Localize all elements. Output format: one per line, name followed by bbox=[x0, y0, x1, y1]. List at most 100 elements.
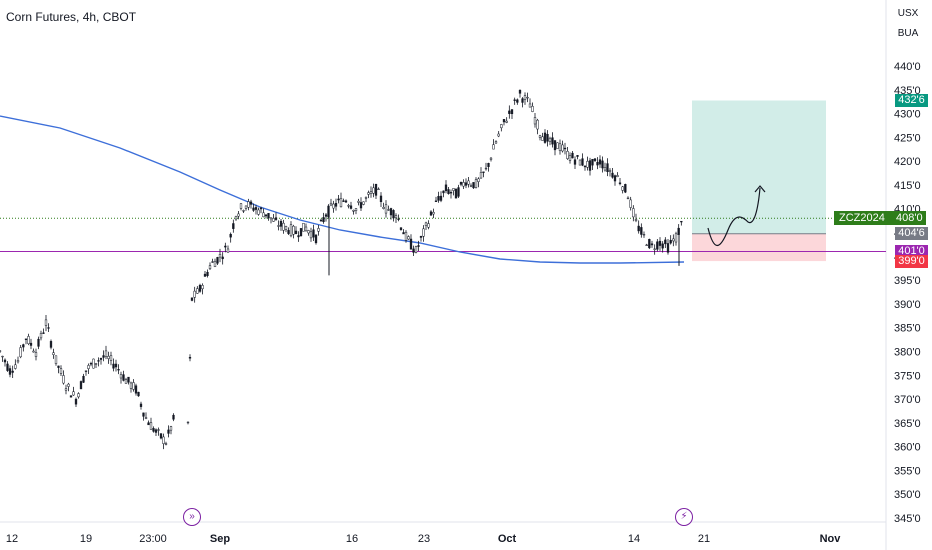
candle-body bbox=[289, 224, 293, 237]
candle-body bbox=[576, 155, 579, 157]
candle-body bbox=[377, 188, 380, 190]
arrows-icon[interactable]: » bbox=[183, 508, 201, 526]
candle-body bbox=[297, 235, 300, 238]
candle-body bbox=[510, 109, 514, 115]
candle-body bbox=[272, 218, 275, 222]
candle-body bbox=[154, 429, 158, 433]
candle-body bbox=[658, 240, 662, 246]
candle-body bbox=[49, 341, 53, 348]
candle-body bbox=[384, 204, 388, 214]
candle-body bbox=[513, 99, 516, 101]
y-tick-label: 365'0 bbox=[894, 418, 921, 430]
candle-body bbox=[39, 333, 43, 339]
candle-body bbox=[364, 197, 368, 199]
candle-body bbox=[221, 256, 224, 260]
candle-body bbox=[211, 261, 214, 263]
candle-body bbox=[29, 342, 33, 346]
candle-body bbox=[521, 98, 524, 103]
candle-body bbox=[62, 375, 65, 384]
candle-body bbox=[203, 273, 207, 277]
price-label: 404'6 bbox=[895, 227, 928, 241]
lightning-icon[interactable]: ⚡ bbox=[675, 508, 693, 526]
candle-body bbox=[593, 158, 597, 161]
y-tick-label: 395'0 bbox=[894, 275, 921, 287]
currency-unit[interactable]: USX bbox=[897, 8, 919, 19]
candle-body bbox=[437, 196, 440, 201]
candle-body bbox=[162, 436, 165, 444]
candle-body bbox=[613, 175, 617, 182]
y-tick-label: 380'0 bbox=[894, 346, 921, 358]
candle-body bbox=[134, 385, 138, 394]
x-tick-label: 12 bbox=[6, 533, 18, 545]
candle-body bbox=[621, 186, 624, 191]
symbol-name: ZCZ2024 bbox=[839, 212, 885, 224]
candle-body bbox=[666, 243, 670, 253]
candle-body bbox=[412, 248, 415, 253]
candle-body bbox=[282, 222, 285, 231]
candle-body bbox=[8, 368, 12, 375]
candle-body bbox=[583, 165, 587, 168]
y-tick-label: 435'0 bbox=[894, 85, 921, 97]
candle-body bbox=[82, 375, 85, 383]
candle-body bbox=[257, 209, 260, 215]
candle-body bbox=[198, 284, 202, 292]
candle-body bbox=[422, 228, 425, 237]
candle-body bbox=[74, 398, 78, 405]
candle-body bbox=[551, 137, 554, 145]
candle-body bbox=[680, 220, 683, 223]
candle-body bbox=[573, 159, 577, 165]
candle-body bbox=[269, 217, 273, 220]
candle-body bbox=[299, 228, 303, 237]
candle-body bbox=[97, 360, 100, 362]
candle-body bbox=[152, 428, 155, 432]
candle-body bbox=[392, 210, 395, 219]
candle-body bbox=[374, 183, 378, 196]
candle-body bbox=[457, 187, 460, 197]
candle-body bbox=[492, 144, 495, 150]
candle-body bbox=[581, 158, 584, 166]
x-tick-label: 16 bbox=[346, 533, 358, 545]
candle-body bbox=[69, 395, 73, 398]
candle-body bbox=[232, 223, 235, 229]
candle-body bbox=[242, 210, 245, 212]
candle-body bbox=[188, 357, 192, 359]
candle-body bbox=[24, 338, 28, 340]
y-tick-label: 440'0 bbox=[894, 61, 921, 73]
candle-body bbox=[479, 172, 483, 179]
unit-of-measure[interactable]: BUA bbox=[897, 28, 919, 39]
candle-body bbox=[147, 422, 150, 426]
candle-body bbox=[526, 96, 529, 99]
candle-body bbox=[0, 350, 2, 352]
candle-body bbox=[367, 192, 370, 195]
candle-body bbox=[404, 231, 408, 241]
candle-body bbox=[359, 202, 363, 209]
candle-body bbox=[352, 209, 355, 212]
candle-body bbox=[611, 172, 614, 178]
candle-body bbox=[533, 117, 537, 125]
candle-body bbox=[109, 355, 113, 361]
candle-body bbox=[558, 143, 562, 151]
candle-body bbox=[462, 182, 465, 187]
candle-body bbox=[369, 191, 373, 194]
candle-body bbox=[497, 133, 500, 137]
candle-body bbox=[32, 350, 35, 353]
candle-body bbox=[57, 365, 60, 368]
candle-body bbox=[237, 213, 240, 217]
candle-body bbox=[472, 182, 475, 189]
candle-body bbox=[19, 347, 22, 358]
y-tick-label: 420'0 bbox=[894, 156, 921, 168]
candle-body bbox=[201, 285, 204, 290]
candle-body bbox=[626, 197, 630, 200]
candle-body bbox=[122, 374, 125, 381]
candle-body bbox=[64, 388, 68, 391]
candle-body bbox=[129, 382, 133, 389]
candle-body bbox=[648, 239, 651, 249]
candle-body bbox=[541, 136, 544, 141]
candle-body bbox=[22, 344, 25, 348]
candle-body bbox=[79, 381, 83, 390]
candle-body bbox=[397, 218, 400, 220]
candle-body bbox=[252, 207, 255, 211]
x-tick-label: Oct bbox=[498, 533, 517, 545]
candle-body bbox=[314, 234, 318, 244]
